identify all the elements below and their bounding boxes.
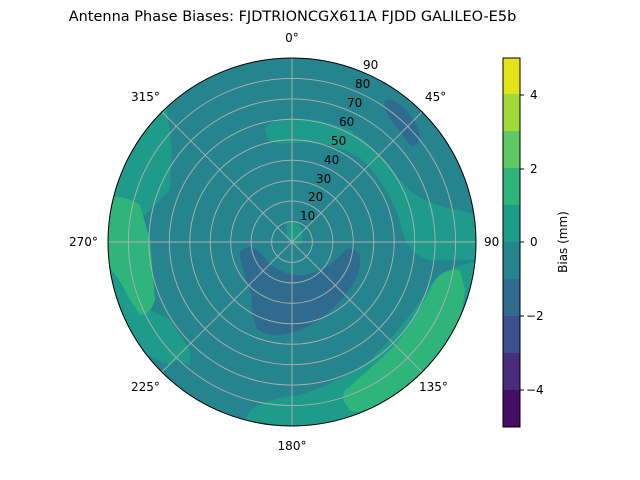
- angular-grid: [108, 58, 476, 426]
- polar-frame: [107, 57, 477, 427]
- radial-tick-50: 50: [331, 134, 346, 148]
- angular-tick-270: 270°: [69, 235, 98, 249]
- colorbar-tick-neg2: −2: [526, 309, 544, 323]
- angular-tick-90: 90: [484, 235, 499, 249]
- angular-tick-135: 135°: [419, 380, 448, 394]
- radial-tick-40: 40: [324, 153, 339, 167]
- radial-tick-70: 70: [347, 96, 362, 110]
- angular-tick-180: 180°: [278, 439, 307, 453]
- radial-tick-labels: 10 20 30 40 50 60 70 80 90: [300, 58, 378, 223]
- radial-tick-20: 20: [308, 190, 323, 204]
- chart-title: Antenna Phase Biases: FJDTRIONCGX611A FJ…: [68, 9, 517, 25]
- colorbar-label: Bias (mm): [556, 211, 570, 273]
- colorbar-tick-4: 4: [530, 88, 538, 102]
- angular-tick-45: 45°: [425, 90, 446, 104]
- radial-tick-10: 10: [300, 209, 315, 223]
- colorbar-tick-2: 2: [530, 162, 538, 176]
- radial-tick-30: 30: [316, 172, 331, 186]
- angular-tick-labels: 0° 45° 90 135° 180° 225° 270° 315°: [69, 31, 499, 453]
- angular-tick-225: 225°: [131, 380, 160, 394]
- radial-tick-80: 80: [355, 77, 370, 91]
- angular-tick-0: 0°: [285, 31, 299, 45]
- colorbar-tick-0: 0: [530, 235, 538, 249]
- radial-tick-90: 90: [363, 58, 378, 72]
- radial-tick-60: 60: [339, 115, 354, 129]
- colorbar: 4 2 0 −2 −4 Bias (mm): [502, 57, 570, 428]
- colorbar-tick-neg4: −4: [526, 383, 544, 397]
- angular-tick-315: 315°: [131, 90, 160, 104]
